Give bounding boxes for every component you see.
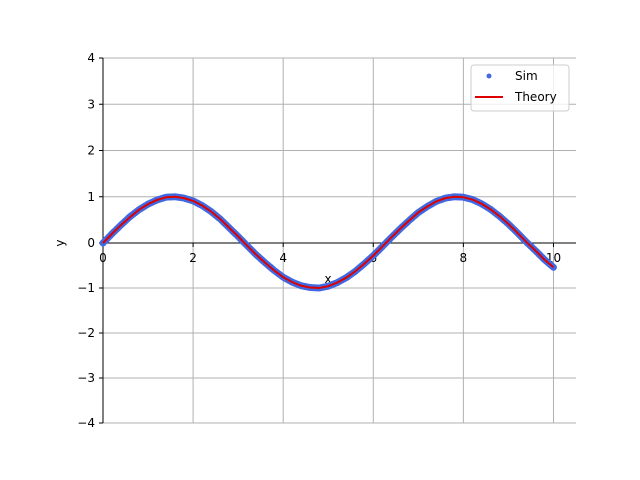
x-tick-label: 4 [279,251,287,265]
legend-marker-sim [486,73,492,79]
grid [102,57,576,424]
y-tick-label: 2 [87,144,95,158]
y-axis-label: y [53,239,67,246]
y-tick-label: 4 [87,51,95,65]
y-tick-label: −4 [77,416,95,430]
y-tick-label: 0 [87,236,95,250]
y-tick-label: 1 [87,190,95,204]
y-tick-label: −2 [77,326,95,340]
y-tick-label: −1 [77,281,95,295]
y-tick-label: 3 [87,97,95,111]
legend-box [470,64,570,112]
y-tick-label: −3 [77,371,95,385]
x-axis-label: x [324,272,331,286]
x-tick-label: 8 [460,251,468,265]
x-tick-label: 2 [189,251,197,265]
legend-label: Theory [514,90,557,104]
legend: Sim Theory [470,64,570,112]
series-theory-line [102,195,555,290]
series [99,193,557,292]
legend-label: Sim [515,69,538,83]
x-tick-label: 0 [99,251,107,265]
